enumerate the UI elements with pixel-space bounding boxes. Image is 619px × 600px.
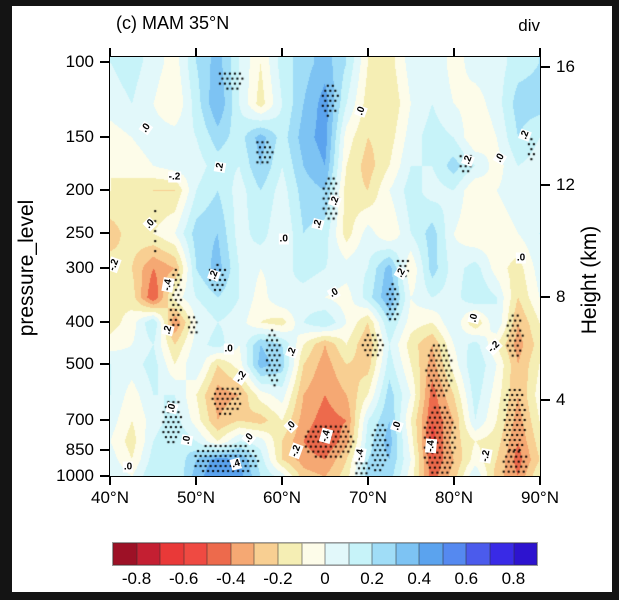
colorbar-tick-label: 0.4 <box>407 569 432 588</box>
colorbar-cell <box>395 543 420 565</box>
y-axis-tick-label-left: 200 <box>65 180 94 199</box>
contour-label: .0 <box>278 233 289 245</box>
colorbar-cell <box>230 543 255 565</box>
x-axis-tick-bottom <box>367 476 369 485</box>
colorbar-cell <box>113 543 137 565</box>
colorbar-cell <box>466 543 490 565</box>
y-axis-tick-right <box>541 296 550 298</box>
y-axis-tick-label-left: 1000 <box>56 466 94 485</box>
colorbar-tick-label: 0.8 <box>501 569 526 588</box>
contour-field-canvas <box>110 57 540 476</box>
x-axis-tick-top <box>281 48 283 57</box>
y-axis-tick-right <box>541 184 550 186</box>
colorbar-cell <box>207 543 231 565</box>
y-axis-title-left: pressure_level <box>15 199 38 337</box>
colorbar-cell <box>419 543 443 565</box>
y-axis-tick-label-left: 250 <box>65 223 94 242</box>
contour-label: -.2 <box>167 171 182 183</box>
y-axis-tick-label-right: 12 <box>556 175 575 194</box>
x-axis-tick-label: 80°N <box>435 488 473 507</box>
x-axis-tick-bottom <box>109 476 111 485</box>
x-axis-tick-label: 90°N <box>521 488 559 507</box>
y-axis-tick-label-left: 400 <box>65 312 94 331</box>
x-axis-tick-label: 50°N <box>177 488 215 507</box>
x-axis-tick-bottom <box>281 476 283 485</box>
x-axis-tick-label: 40°N <box>91 488 129 507</box>
y-axis-title-right: Height (km) <box>578 225 601 335</box>
colorbar-cell <box>183 543 208 565</box>
contour-label: -.4 <box>424 438 437 454</box>
contour-label: .0 <box>223 343 234 355</box>
y-axis-tick-label-left: 850 <box>65 440 94 459</box>
contour-label: .0 <box>122 461 134 473</box>
y-axis-tick-left <box>100 363 109 365</box>
colorbar-cell <box>277 543 302 565</box>
y-axis-tick-left <box>100 267 109 269</box>
x-axis-tick-top <box>109 48 111 57</box>
y-axis-tick-left <box>100 61 109 63</box>
contour-label: .0 <box>515 252 527 264</box>
y-axis-tick-label-left: 100 <box>65 52 94 71</box>
contour-label: -.2 <box>479 448 493 465</box>
y-axis-tick-left <box>100 189 109 191</box>
y-axis-tick-left <box>100 232 109 234</box>
colorbar-tick-label: 0 <box>320 569 330 588</box>
x-axis-tick-top <box>539 48 541 57</box>
x-axis-tick-top <box>367 48 369 57</box>
colorbar-cell <box>490 543 514 565</box>
x-axis-tick-top <box>453 48 455 57</box>
y-axis-tick-label-right: 16 <box>556 57 575 76</box>
contour-plot-area: .0 -.2.2.2.0.0 -.4.2 -.2.2.0.2 -.2.0.2.0 -.2.… <box>106 57 540 476</box>
y-axis-tick-left <box>100 419 109 421</box>
x-axis-tick-top <box>195 48 197 57</box>
colorbar-cell <box>254 543 278 565</box>
figure-panel: (c) MAM 35°N div pressure_level Height (… <box>12 6 612 592</box>
y-axis-tick-left <box>100 475 109 477</box>
colorbar-cell <box>442 543 467 565</box>
contour-label: .0 <box>180 433 193 446</box>
y-axis-tick-label-left: 700 <box>65 410 94 429</box>
y-axis-tick-left <box>100 136 109 138</box>
y-axis-tick-right <box>541 66 550 68</box>
y-axis-tick-label-right: 4 <box>556 390 566 409</box>
colorbar-tick-label: 0.6 <box>454 569 479 588</box>
x-axis-tick-bottom <box>453 476 455 485</box>
colorbar-tick-label: -0.6 <box>169 569 199 588</box>
x-axis-tick-bottom <box>539 476 541 485</box>
y-axis-tick-label-left: 500 <box>65 354 94 373</box>
y-axis-tick-right <box>541 399 550 401</box>
colorbar-cell <box>136 543 161 565</box>
colorbar-tick-label: -0.8 <box>121 569 152 588</box>
colorbar-cell <box>348 543 373 565</box>
colorbar-cell <box>325 543 349 565</box>
colorbar-tick-label: -0.2 <box>263 569 293 588</box>
x-axis-tick-bottom <box>195 476 197 485</box>
colorbar-tick-label: 0.2 <box>360 569 384 588</box>
colorbar-cell <box>301 543 326 565</box>
colorbar-cell <box>372 543 396 565</box>
y-axis-tick-label-left: 300 <box>65 258 94 277</box>
colorbar-cell <box>513 543 538 565</box>
plot-title: (c) MAM 35°N <box>116 13 230 33</box>
y-axis-tick-label-right: 8 <box>556 287 566 306</box>
x-axis-tick-label: 70°N <box>349 488 387 507</box>
colorbar-tick-label: -0.4 <box>216 569 246 588</box>
colorbar <box>112 542 538 566</box>
colorbar-cell <box>160 543 184 565</box>
y-axis-tick-left <box>100 321 109 323</box>
y-axis-tick-left <box>100 449 109 451</box>
y-axis-tick-label-left: 150 <box>65 127 94 146</box>
x-axis-tick-label: 60°N <box>263 488 301 507</box>
variable-units-label: div <box>518 16 540 35</box>
